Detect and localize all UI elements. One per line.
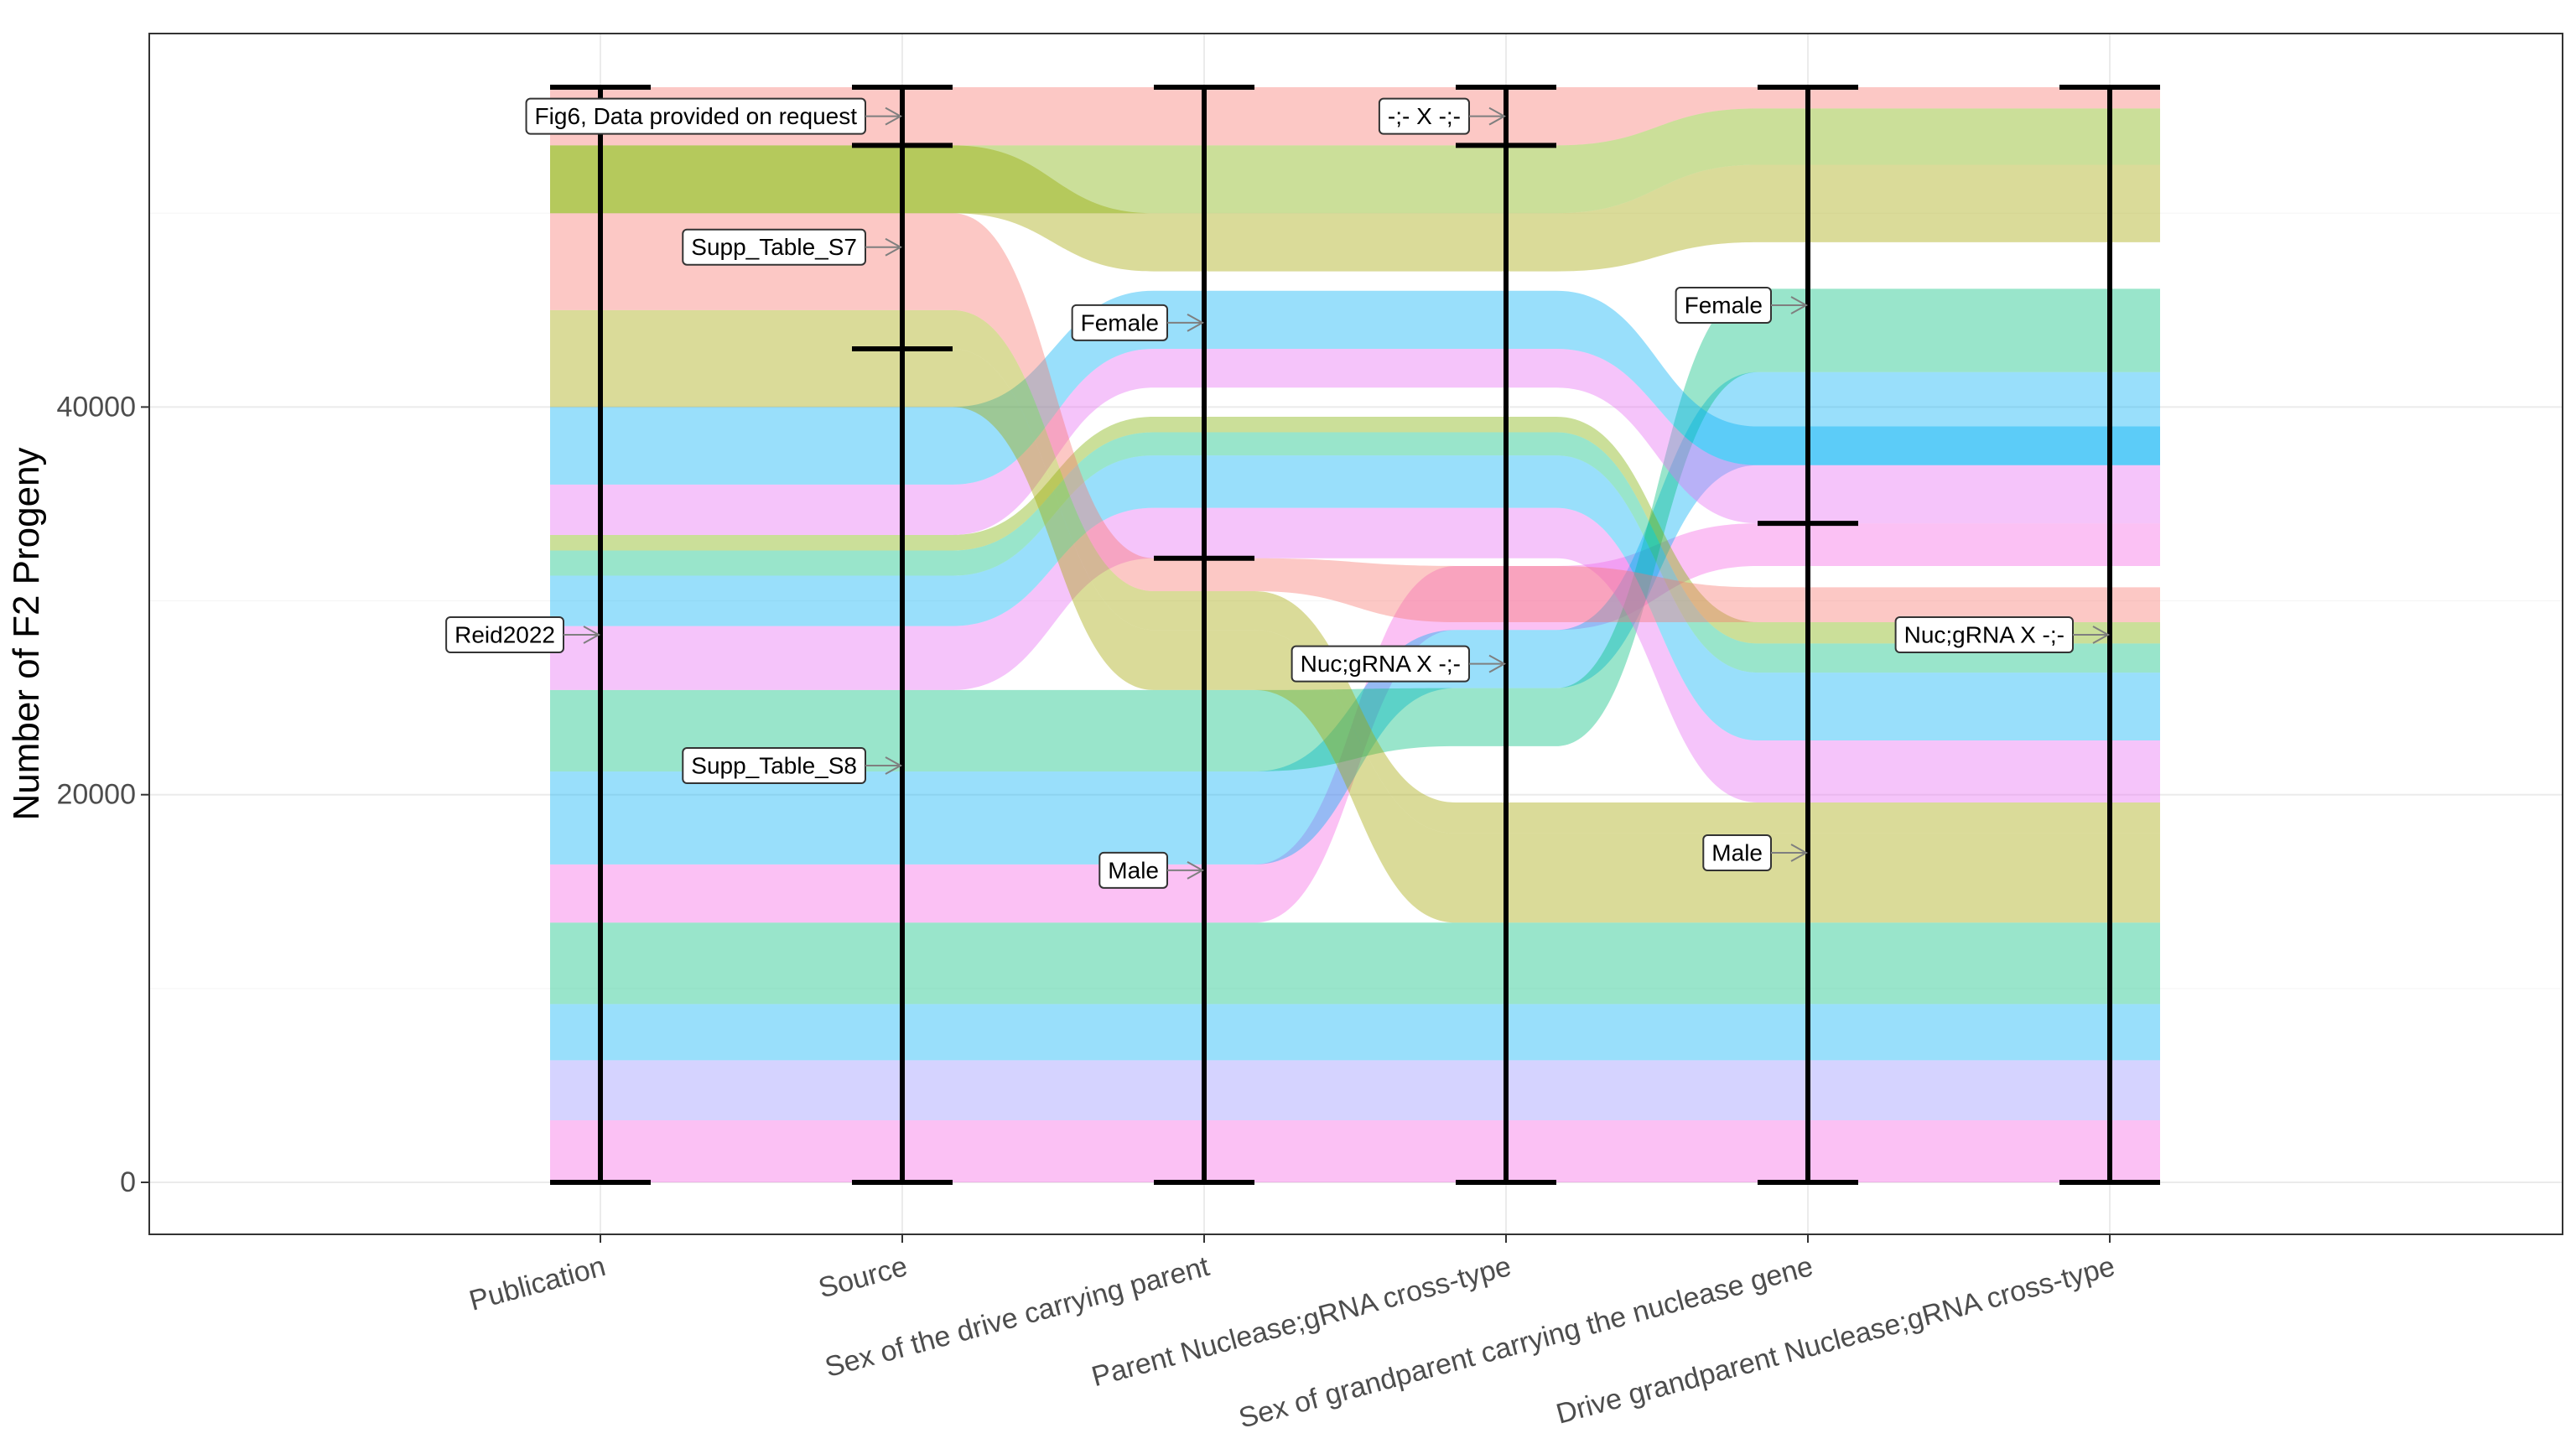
panel-border	[148, 33, 2563, 1235]
flow-ribbon-14	[550, 309, 2160, 834]
stratum-label-text: Supp_Table_S8	[691, 753, 857, 779]
label-arrow-head	[1488, 654, 1507, 673]
stratum-label-text: Reid2022	[454, 622, 555, 648]
stratum-label: Male	[1098, 851, 1205, 889]
flow-ribbon-13	[550, 349, 2160, 923]
y-axis: 0 20000 40000	[56, 391, 149, 1198]
stratum-label-text: Supp_Table_S7	[691, 234, 857, 260]
flow-ribbon-7	[550, 507, 2160, 802]
stratum-label: Nuc;gRNA X -;-	[1291, 645, 1507, 683]
flow-ribbon-5	[550, 371, 2160, 865]
y-axis-title: Number of F2 Progeny	[6, 447, 47, 820]
stratum-label-text: Female	[1081, 309, 1159, 335]
flow-ribbon-6	[550, 288, 2160, 771]
flow-ribbon-2	[550, 1004, 2160, 1061]
stratum-label-text: Nuc;gRNA X -;-	[1904, 622, 2064, 648]
flow-ribbon-12	[550, 290, 2160, 485]
y-tick-label: 0	[120, 1166, 136, 1198]
flow-ribbon-3	[550, 922, 2160, 1005]
label-arrow-head	[1187, 860, 1205, 880]
stratum-label: Supp_Table_S7	[682, 228, 903, 266]
stratum-label-text: -;- X -;-	[1388, 103, 1461, 129]
stratum-label: Male	[1702, 834, 1809, 872]
flow-ribbon-0	[550, 1120, 2160, 1182]
label-arrow-head	[1488, 106, 1507, 126]
label-arrow-head	[885, 237, 903, 257]
label-arrow-head	[1187, 313, 1205, 332]
flow-ribbon-4	[550, 523, 2160, 923]
stratum-label: Reid2022	[445, 616, 601, 653]
stratum-label: -;- X -;-	[1378, 97, 1507, 135]
flow-ribbon-18	[550, 108, 2160, 214]
label-arrow-head	[2092, 626, 2111, 644]
stratum-labels: Reid2022 Supp_Table_S8 Supp_Table_S7 Fig6, …	[445, 97, 2111, 889]
stratum-label-text: Male	[1711, 840, 1763, 866]
stratum-label: Female	[1675, 287, 1809, 325]
flow-ribbon-8	[550, 455, 2160, 740]
y-tick-label: 40000	[56, 391, 136, 423]
label-arrow-head	[583, 626, 601, 644]
flows	[550, 87, 2160, 1182]
stratum-label: Nuc;gRNA X -;-	[1894, 616, 2111, 653]
y-tick-label: 20000	[56, 779, 136, 811]
label-arrow-head	[885, 106, 903, 126]
label-arrow-head	[885, 756, 903, 775]
flow-ribbon-16	[550, 145, 2160, 272]
stratum-label-text: Male	[1108, 857, 1159, 883]
stratum-label: Fig6, Data provided on request	[525, 97, 903, 135]
label-arrow-head	[1790, 844, 1809, 862]
flow-ribbon-1	[550, 1060, 2160, 1121]
flow-ribbon-17	[550, 87, 2160, 146]
stratum-label-text: Nuc;gRNA X -;-	[1301, 651, 1461, 677]
flow-ribbon-11	[550, 349, 2160, 535]
stratum-label: Supp_Table_S8	[682, 747, 903, 785]
stratum-label-text: Fig6, Data provided on request	[535, 103, 858, 129]
stratum-label-text: Female	[1685, 293, 1763, 319]
stratum-label: Female	[1071, 304, 1205, 341]
label-arrow-head	[1790, 296, 1809, 314]
